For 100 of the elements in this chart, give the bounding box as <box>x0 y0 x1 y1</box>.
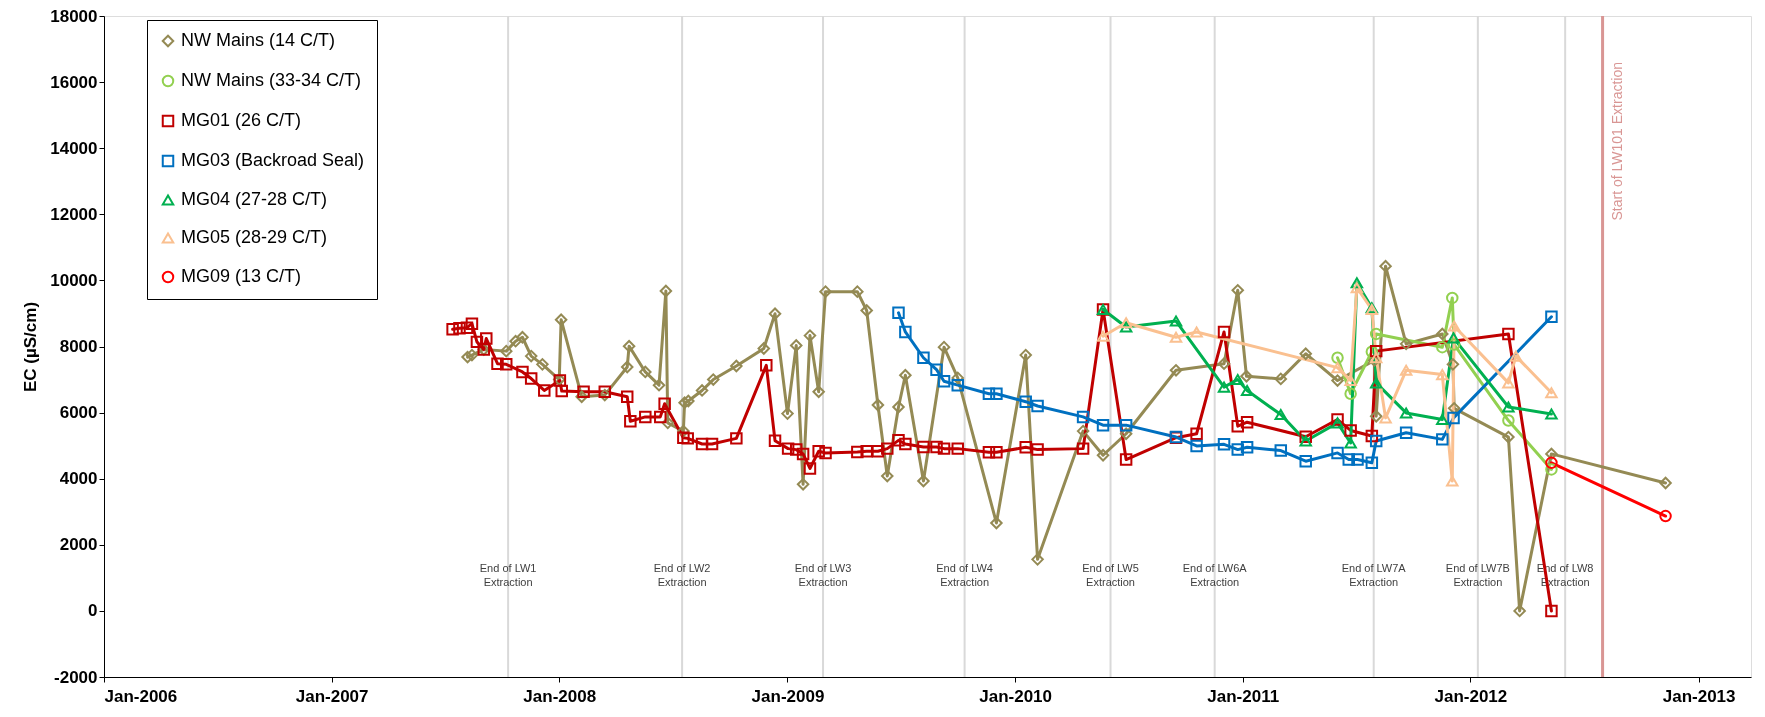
ref-line-label: End of LW7A Extraction <box>1341 562 1407 588</box>
point <box>1076 410 1090 424</box>
point <box>1344 437 1357 449</box>
point <box>1331 446 1344 460</box>
point <box>1447 332 1460 344</box>
point <box>1447 338 1461 351</box>
ref-line-label: End of LW7B Extraction <box>1445 562 1510 588</box>
legend-label: NW Mains (14 C/T) <box>181 30 336 50</box>
point <box>1119 317 1133 329</box>
point <box>1545 310 1558 323</box>
legend-label: MG03 (Backroad Seal) <box>181 150 365 170</box>
y-tick-label: -2000 <box>54 667 98 687</box>
point <box>1031 399 1044 413</box>
point <box>917 351 930 364</box>
legend-label: MG05 (28-29 C/T) <box>181 227 328 247</box>
point <box>1436 414 1449 426</box>
point <box>1446 475 1459 487</box>
ref-line-label: End of LW3 Extraction <box>794 562 852 588</box>
point <box>1446 291 1459 305</box>
point <box>1502 414 1515 427</box>
x-tick-label: Jan-2011 <box>1207 686 1280 706</box>
point <box>1190 326 1203 338</box>
point <box>1096 330 1110 342</box>
point <box>1365 456 1379 470</box>
legend-label: MG01 (26 C/T) <box>181 110 302 130</box>
point <box>1399 426 1413 439</box>
point <box>1447 320 1461 332</box>
point <box>1659 509 1672 523</box>
point <box>1217 438 1231 451</box>
point <box>1399 364 1413 376</box>
y-tick-label: 12000 <box>50 204 98 224</box>
point <box>951 378 964 392</box>
legend-label: MG04 (27-28 C/T) <box>181 189 328 209</box>
point <box>937 374 951 388</box>
point <box>1350 282 1364 294</box>
x-tick-label: Jan-2007 <box>295 686 369 706</box>
y-tick-label: 8000 <box>59 337 98 356</box>
point <box>1351 453 1364 466</box>
point <box>930 363 943 376</box>
point <box>899 325 912 339</box>
y-tick-label: 6000 <box>59 403 98 423</box>
point <box>1436 369 1449 381</box>
y-axis-title: EC (µS/cm) <box>21 301 41 393</box>
y-tick-label: 10000 <box>50 270 98 290</box>
point <box>1169 315 1183 327</box>
y-tick-label: 0 <box>88 601 98 621</box>
point <box>892 306 905 320</box>
point <box>1436 340 1449 354</box>
ref-line-label: Start of LW101 Extraction <box>1608 62 1625 221</box>
point <box>1299 435 1312 447</box>
point <box>1369 434 1383 448</box>
point <box>1545 408 1558 420</box>
point <box>1231 374 1244 386</box>
y-tick-label: 14000 <box>50 138 98 158</box>
point <box>1399 407 1413 419</box>
point <box>1274 409 1288 421</box>
point <box>1299 454 1312 468</box>
x-tick-label: Jan-2006 <box>104 686 178 706</box>
point <box>1331 351 1344 364</box>
point <box>1369 377 1383 389</box>
point <box>1019 395 1032 408</box>
point <box>1369 352 1383 364</box>
ref-line-label: End of LW1 Extraction <box>479 562 537 588</box>
point <box>1240 384 1254 396</box>
x-tick-label: Jan-2012 <box>1434 686 1508 706</box>
point <box>1274 444 1288 457</box>
point <box>1096 418 1110 432</box>
point <box>990 387 1003 401</box>
x-tick-label: Jan-2008 <box>523 686 597 706</box>
point <box>1169 331 1183 343</box>
x-tick-label: Jan-2010 <box>979 686 1053 706</box>
point <box>1365 345 1379 359</box>
point <box>1502 377 1515 389</box>
ref-line-label: End of LW6A Extraction <box>1182 562 1248 588</box>
point <box>1217 381 1231 393</box>
point <box>1331 362 1344 374</box>
point <box>1350 277 1364 289</box>
point <box>1344 387 1357 400</box>
ref-line-label: End of LW2 Extraction <box>653 562 711 588</box>
y-tick-label: 18000 <box>50 6 98 26</box>
point <box>1545 387 1558 399</box>
x-tick-label: Jan-2009 <box>751 686 825 706</box>
point <box>1545 463 1558 476</box>
point <box>1545 456 1558 470</box>
point <box>1344 375 1357 387</box>
point <box>1436 433 1449 446</box>
point <box>1119 418 1133 432</box>
point <box>1231 443 1244 456</box>
y-tick-label: 16000 <box>50 72 98 92</box>
legend-label: NW Mains (33-34 C/T) <box>181 70 362 90</box>
x-tick-label: Jan-2013 <box>1662 686 1736 706</box>
point <box>1119 321 1133 333</box>
point <box>1369 327 1383 341</box>
legend-label: MG09 (13 C/T) <box>181 266 302 286</box>
point <box>1447 411 1460 425</box>
y-tick-label: 2000 <box>59 535 98 555</box>
point <box>1240 441 1254 454</box>
point <box>1190 439 1203 453</box>
point <box>1342 453 1355 466</box>
point <box>1509 350 1523 362</box>
